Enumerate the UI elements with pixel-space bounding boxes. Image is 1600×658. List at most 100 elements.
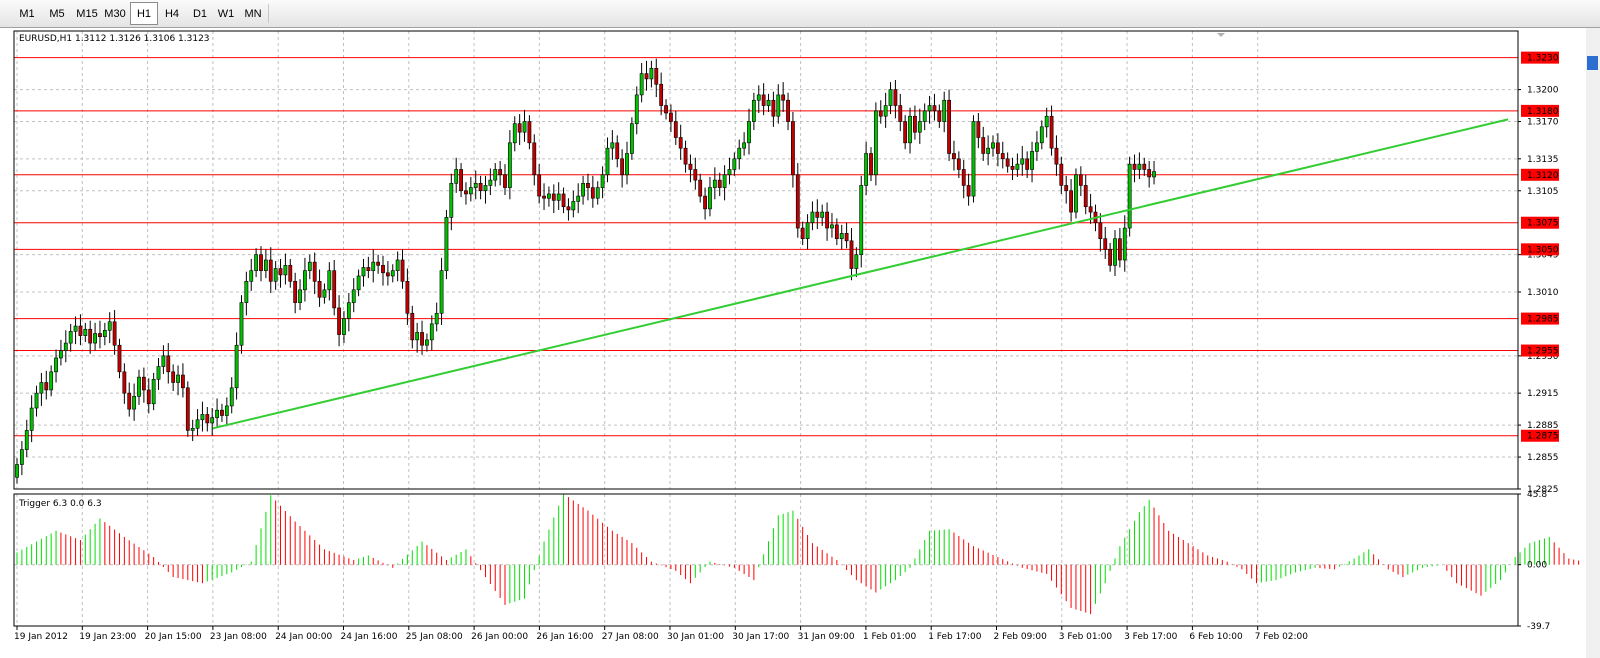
bear-candle <box>376 261 381 266</box>
bear-candle <box>1103 238 1108 250</box>
bear-candle <box>961 169 966 186</box>
bull-candle <box>708 187 712 210</box>
bear-candle <box>761 94 766 106</box>
trigger-histogram <box>16 493 1580 615</box>
bear-candle <box>561 193 566 208</box>
bear-candle <box>459 169 463 192</box>
bear-candle <box>849 240 854 269</box>
bull-candle <box>434 312 439 325</box>
bull-candle <box>322 289 327 298</box>
price-tick-label: 1.3010 <box>1527 288 1559 298</box>
bear-candle <box>644 73 649 80</box>
bear-candle <box>795 174 800 229</box>
bear-candle <box>98 333 102 337</box>
bear-candle <box>337 307 341 335</box>
bull-candle <box>395 259 400 271</box>
timeframe-m1-button[interactable]: M1 <box>19 8 35 20</box>
bull-candle <box>864 153 869 186</box>
bear-candle <box>664 105 668 114</box>
bear-candle <box>517 123 522 133</box>
bear-candle <box>693 169 698 181</box>
bull-candle <box>917 121 922 133</box>
bear-candle <box>566 206 571 211</box>
bull-candle <box>454 169 459 184</box>
bull-candle <box>908 115 912 144</box>
bull-candle <box>649 67 654 80</box>
bull-candle <box>854 254 859 269</box>
bull-candle <box>859 185 864 255</box>
chart-canvas[interactable]: 1.3200 1.3170 1.3135 1.3105 1.3045 1.3010 1.29… <box>0 28 1586 658</box>
bull-candle <box>303 270 307 291</box>
bull-candle <box>732 158 737 170</box>
bull-candle <box>493 169 498 181</box>
bear-candle <box>834 224 839 239</box>
timeframe-h4-button[interactable]: H4 <box>164 8 180 20</box>
timeframe-w1-button[interactable]: W1 <box>217 8 235 20</box>
bull-candle <box>215 409 219 418</box>
bear-candle <box>844 233 849 242</box>
bear-candle <box>44 382 49 391</box>
bull-candle <box>19 449 24 465</box>
timeframe-d1-button[interactable]: D1 <box>192 8 208 20</box>
level-price-label: 1.3230 <box>1527 54 1559 64</box>
time-tick-label: 30 Jan 17:00 <box>732 632 789 642</box>
bear-candle <box>410 312 415 341</box>
bear-candle <box>956 158 961 170</box>
level-price-label: 1.2955 <box>1527 347 1559 357</box>
timeframe-m30-button[interactable]: M30 <box>104 8 126 20</box>
timeframe-m15-button[interactable]: M15 <box>76 8 98 20</box>
bear-candle <box>800 227 805 239</box>
bull-candle <box>888 89 893 106</box>
bear-candle <box>590 187 595 199</box>
bear-candle <box>366 267 371 271</box>
bull-candle <box>942 99 947 122</box>
bear-candle <box>669 112 673 122</box>
bear-candle <box>869 153 873 176</box>
timeframe-m5-button[interactable]: M5 <box>49 8 65 20</box>
bull-candle <box>83 328 88 336</box>
bull-candle <box>1152 171 1156 178</box>
bull-candle <box>468 187 473 195</box>
level-price-label: 1.3050 <box>1527 245 1559 255</box>
time-tick-label: 23 Jan 08:00 <box>210 632 267 642</box>
scroll-marker-icon[interactable] <box>1587 56 1598 70</box>
main-pane-frame <box>13 30 1519 490</box>
bull-candle <box>1039 126 1044 144</box>
bull-candle <box>883 105 888 117</box>
bull-candle <box>712 179 717 188</box>
time-tick-label: 24 Jan 00:00 <box>275 632 332 642</box>
bull-candle <box>605 147 610 176</box>
bear-candle <box>1069 190 1073 213</box>
bull-candle <box>361 267 366 277</box>
bull-candle <box>776 94 781 117</box>
bull-candle <box>1020 158 1025 165</box>
bull-candle <box>63 342 68 351</box>
bull-candle <box>49 371 54 391</box>
bull-candle <box>512 123 517 144</box>
bull-candle <box>576 195 581 202</box>
bull-candle <box>507 142 512 188</box>
bear-candle <box>220 409 224 416</box>
bear-candle <box>952 153 956 160</box>
bear-candle <box>654 67 659 85</box>
bull-candle <box>873 110 878 176</box>
bear-candle <box>112 321 117 346</box>
bear-candle <box>815 211 820 218</box>
bull-candle <box>742 142 747 149</box>
level-price-label-bg <box>1521 168 1559 181</box>
price-tick-label: 1.3045 <box>1527 251 1559 261</box>
bear-candle <box>1132 163 1137 170</box>
timeframe-h1-button[interactable]: H1 <box>130 2 158 25</box>
bull-candle <box>210 417 215 424</box>
trendline-layer[interactable] <box>212 118 1509 430</box>
bear-candle <box>141 376 146 391</box>
bear-candle <box>542 195 546 199</box>
bull-candle <box>415 332 420 341</box>
bear-candle <box>312 261 317 282</box>
bear-candle <box>405 281 410 314</box>
timeframe-mn-button[interactable]: MN <box>244 8 262 20</box>
bull-candle <box>93 333 97 344</box>
bull-candle <box>581 183 585 197</box>
bull-candle <box>73 325 78 332</box>
bear-candle <box>127 392 132 410</box>
